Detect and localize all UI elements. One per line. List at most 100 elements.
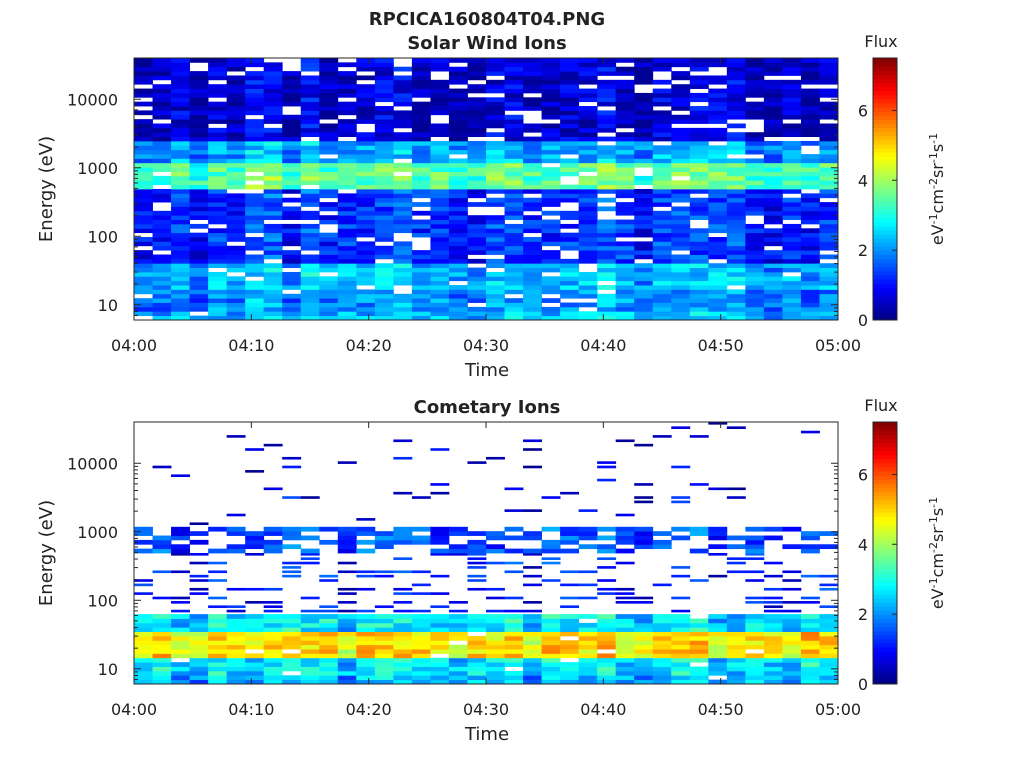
heatmap-cell — [282, 561, 302, 565]
heatmap-cell — [448, 132, 468, 137]
heatmap-cell — [597, 197, 617, 203]
heatmap-cell — [708, 276, 728, 282]
heatmap-cell — [541, 228, 561, 234]
heatmap-cell — [615, 219, 635, 225]
colorbar-segment — [873, 655, 897, 660]
heatmap-cell — [541, 79, 561, 85]
heatmap-cell — [411, 627, 431, 632]
heatmap-cell — [152, 132, 172, 137]
heatmap-cell — [708, 263, 728, 268]
panel-title: Solar Wind Ions — [407, 33, 566, 54]
heatmap-cell — [393, 149, 413, 155]
heatmap-cell — [152, 123, 172, 129]
heatmap-cell — [634, 132, 654, 137]
heatmap-cell — [245, 62, 265, 68]
heatmap-cell — [541, 75, 561, 81]
heatmap-cell — [745, 557, 765, 560]
heatmap-cell — [578, 210, 598, 216]
heatmap-cell — [467, 557, 487, 560]
heatmap-cell — [782, 267, 802, 273]
heatmap-cell — [726, 276, 746, 282]
heatmap-cell — [134, 548, 153, 554]
heatmap-cell — [189, 614, 209, 619]
heatmap-cell — [763, 62, 783, 68]
heatmap-cell — [337, 206, 357, 212]
heatmap-cell — [411, 631, 431, 637]
heatmap-cell — [319, 306, 339, 312]
heatmap-cell — [523, 280, 542, 286]
heatmap-cell — [337, 149, 357, 155]
heatmap-cell — [634, 483, 654, 486]
heatmap-cell — [263, 635, 283, 641]
heatmap-cell — [282, 456, 302, 460]
heatmap-cell — [800, 92, 820, 98]
heatmap-cell — [726, 132, 746, 137]
heatmap-cell — [671, 127, 691, 133]
heatmap-cell — [319, 258, 339, 264]
heatmap-cell — [652, 197, 672, 203]
colorbar-segment — [873, 430, 897, 435]
heatmap-cell — [282, 465, 302, 469]
heatmap-cell — [226, 544, 246, 550]
heatmap-cell — [226, 526, 246, 532]
heatmap-cell — [726, 106, 746, 111]
heatmap-cell — [634, 62, 654, 68]
heatmap-cell — [337, 280, 357, 286]
heatmap-cell — [171, 175, 190, 181]
heatmap-cell — [745, 92, 765, 98]
heatmap-cell — [208, 193, 228, 199]
heatmap-cell — [300, 149, 320, 155]
heatmap-cell — [152, 71, 172, 76]
heatmap-cell — [708, 662, 728, 667]
heatmap-cell — [448, 302, 468, 308]
heatmap-cell — [634, 149, 654, 155]
heatmap-cell — [652, 158, 672, 164]
heatmap-cell — [782, 306, 802, 312]
heatmap-cell — [337, 535, 357, 541]
heatmap-cell — [356, 302, 376, 308]
heatmap-cell — [208, 202, 228, 207]
heatmap-cell — [597, 535, 617, 541]
heatmap-cell — [523, 62, 542, 68]
heatmap-cell — [726, 189, 746, 194]
heatmap-cell — [615, 670, 635, 676]
heatmap-cell — [671, 132, 691, 137]
heatmap-cell — [171, 202, 190, 207]
heatmap-cell — [597, 149, 617, 155]
heatmap-cell — [763, 267, 783, 273]
heatmap-cell — [800, 154, 820, 159]
heatmap-cell — [448, 631, 468, 637]
heatmap-cell — [763, 88, 783, 94]
heatmap-cell — [208, 666, 228, 672]
heatmap-cell — [263, 193, 283, 199]
heatmap-cell — [319, 675, 339, 681]
heatmap-cell — [541, 232, 561, 238]
heatmap-cell — [560, 237, 580, 242]
heatmap-cell — [263, 539, 283, 545]
heatmap-cell — [689, 97, 709, 103]
heatmap-cell — [819, 583, 839, 587]
heatmap-cell — [708, 210, 728, 216]
heatmap-cell — [448, 276, 468, 282]
heatmap-cell — [448, 136, 468, 142]
heatmap-cell — [689, 271, 709, 277]
heatmap-cell — [430, 237, 450, 242]
heatmap-cell — [134, 180, 153, 186]
heatmap-cell — [319, 97, 339, 103]
heatmap-cell — [245, 258, 265, 264]
heatmap-cell — [523, 237, 542, 242]
heatmap-cell — [504, 123, 524, 129]
heatmap-cell — [652, 263, 672, 268]
heatmap-cell — [560, 58, 580, 63]
heatmap-cell — [708, 92, 728, 98]
heatmap-cell — [689, 254, 709, 260]
heatmap-cell — [708, 254, 728, 260]
heatmap-cell — [282, 653, 302, 659]
heatmap-cell — [578, 136, 598, 142]
heatmap-cell — [374, 285, 394, 290]
heatmap-cell — [134, 627, 153, 632]
heatmap-cell — [134, 193, 153, 199]
heatmap-cell — [300, 101, 320, 107]
colorbar-tick-label: 0 — [858, 311, 868, 330]
heatmap-cell — [319, 71, 339, 76]
